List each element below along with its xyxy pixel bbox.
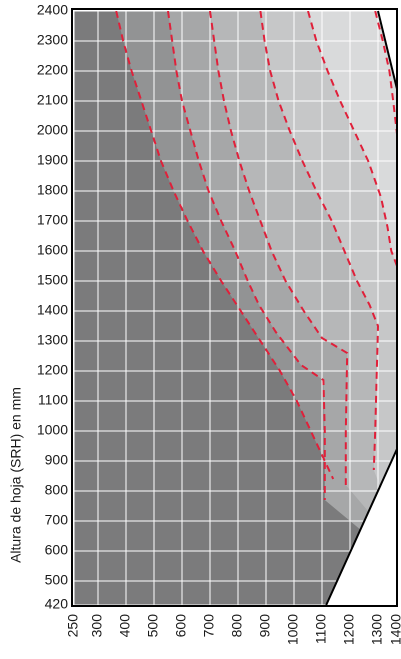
zone-boundary-line: [167, 11, 326, 500]
y-tick-label: 1000: [37, 422, 68, 438]
y-tick-label: 1300: [37, 332, 68, 348]
zone-boundary-line: [307, 11, 397, 267]
y-tick-label: 1500: [37, 272, 68, 288]
min-limit-line: [325, 448, 398, 606]
y-tick-label: 420: [45, 596, 69, 612]
y-tick-label: 500: [45, 572, 69, 588]
zone-boundary-line: [259, 11, 380, 471]
y-tick-label: 2200: [37, 62, 68, 78]
x-tick-label: 800: [229, 614, 245, 638]
x-tick-label: 500: [145, 614, 161, 638]
x-tick-label: 400: [117, 614, 133, 638]
grid-lines: [74, 11, 397, 605]
y-axis-title: Altura de hoja (SRH) en mm: [8, 387, 24, 563]
y-tick-label: 1200: [37, 362, 68, 378]
x-tick-label: 1400: [388, 614, 401, 645]
x-tick-label: 900: [257, 614, 273, 638]
max-limit-line: [377, 10, 398, 90]
x-tick-label: 600: [173, 614, 189, 638]
zone-boundary-line: [374, 11, 397, 135]
y-tick-label: 1100: [38, 392, 68, 408]
x-tick-label: 1000: [285, 614, 301, 645]
x-tick-label: 250: [65, 614, 81, 638]
x-tick-label: 1100: [313, 614, 329, 644]
zone-boundary-lines: [115, 11, 397, 500]
zone-fill: [308, 11, 397, 326]
y-tick-label: 600: [45, 542, 69, 558]
y-tick-label: 1700: [37, 212, 68, 228]
y-tick-label: 2300: [37, 32, 68, 48]
y-tick-label: 900: [45, 452, 69, 468]
y-tick-label: 2100: [37, 92, 68, 108]
y-tick-label: 700: [45, 512, 69, 528]
x-tick-label: 1200: [341, 614, 357, 645]
y-tick-label: 2400: [37, 2, 68, 18]
y-tick-label: 1400: [37, 302, 68, 318]
x-tick-label: 300: [89, 614, 105, 638]
y-tick-label: 1800: [37, 182, 68, 198]
x-tick-label: 700: [201, 614, 217, 638]
plot-border: [71, 8, 398, 607]
plot-frame: [71, 8, 398, 607]
y-tick-label: 1600: [37, 242, 68, 258]
zone-boundary-line: [115, 11, 335, 480]
x-tick-label: 1300: [369, 614, 385, 645]
y-tick-label: 800: [45, 482, 69, 498]
x-tick-labels: 250 300 400 500 600 700 800 900 1000 1100 1200 1300…: [65, 614, 401, 645]
y-tick-labels: 420 500 600 700 800 900 1000 1100 1200 1300 1400 15…: [37, 2, 68, 612]
zone-boundary-line: [209, 11, 349, 485]
limit-lines: [325, 10, 398, 606]
y-tick-label: 2000: [37, 122, 68, 138]
y-tick-label: 1900: [37, 152, 68, 168]
